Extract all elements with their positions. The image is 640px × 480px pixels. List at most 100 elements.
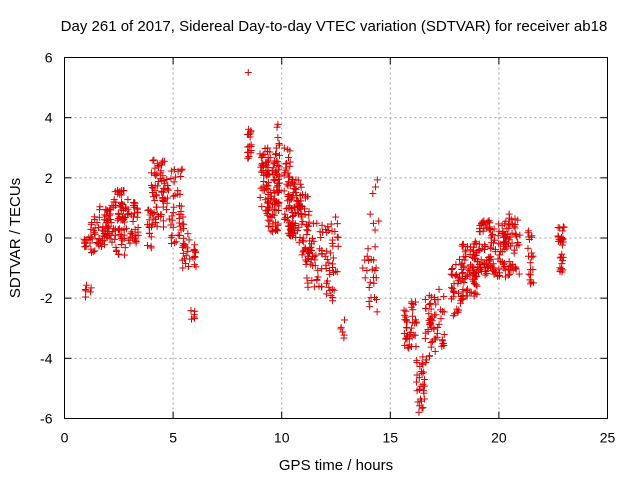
data-point: [460, 253, 468, 261]
data-point: [189, 254, 197, 262]
data-point: [372, 264, 380, 272]
data-point: [404, 343, 412, 351]
data-point: [91, 247, 99, 255]
data-point: [280, 187, 288, 195]
data-point: [475, 245, 483, 253]
data-point: [102, 223, 110, 231]
data-point: [507, 216, 515, 224]
data-point: [473, 290, 481, 298]
data-point: [524, 244, 532, 252]
data-point: [405, 344, 413, 352]
data-point: [495, 251, 503, 259]
data-point: [192, 263, 200, 271]
data-point: [480, 217, 488, 225]
data-point: [149, 193, 157, 201]
data-point: [121, 244, 129, 252]
data-point: [260, 178, 268, 186]
data-point: [177, 166, 185, 174]
data-point: [448, 266, 456, 274]
data-point: [526, 259, 534, 267]
data-point: [268, 210, 276, 218]
data-point: [558, 236, 566, 244]
data-points: [80, 69, 568, 416]
data-point: [112, 246, 120, 254]
data-point: [477, 264, 485, 272]
data-point: [103, 224, 111, 232]
data-point: [402, 307, 410, 315]
data-point: [413, 356, 421, 364]
data-point: [448, 271, 456, 279]
data-point: [453, 273, 461, 281]
data-point: [301, 205, 309, 213]
data-point: [556, 224, 564, 232]
data-point: [117, 241, 125, 249]
data-point: [148, 220, 156, 228]
data-point: [289, 176, 297, 184]
data-point: [503, 244, 511, 252]
data-point: [299, 218, 307, 226]
data-point: [363, 267, 371, 275]
data-point: [455, 277, 463, 285]
data-point: [104, 217, 112, 225]
data-point: [177, 207, 185, 215]
data-point: [466, 250, 474, 258]
data-point: [274, 188, 282, 196]
data-point: [318, 221, 326, 229]
data-point: [258, 152, 266, 160]
data-point: [434, 323, 442, 331]
data-point: [178, 243, 186, 251]
data-point: [325, 283, 333, 291]
data-point: [409, 312, 417, 320]
data-point: [474, 258, 482, 266]
data-point: [185, 236, 193, 244]
data-point: [305, 207, 313, 215]
data-point: [96, 203, 104, 211]
data-point: [432, 300, 440, 308]
data-point: [365, 284, 373, 292]
data-point: [448, 264, 456, 272]
y-tick-label: 4: [45, 110, 53, 126]
data-point: [167, 239, 175, 247]
data-point: [515, 270, 523, 278]
data-point: [407, 324, 415, 332]
data-point: [118, 236, 126, 244]
data-point: [454, 308, 462, 316]
data-point: [150, 209, 158, 217]
data-point: [170, 166, 178, 174]
data-point: [470, 269, 478, 277]
data-point: [116, 202, 124, 210]
data-point: [559, 223, 567, 231]
data-point: [559, 227, 567, 235]
data-point: [264, 144, 272, 152]
data-point: [363, 252, 371, 260]
data-point: [317, 234, 325, 242]
data-point: [263, 181, 271, 189]
data-point: [322, 225, 330, 233]
data-point: [459, 292, 467, 300]
data-point: [400, 306, 408, 314]
data-point: [187, 307, 195, 315]
data-point: [269, 223, 277, 231]
data-point: [82, 287, 90, 295]
data-point: [431, 347, 439, 355]
data-point: [329, 254, 337, 262]
data-point: [121, 251, 129, 259]
x-tick-label: 10: [274, 430, 290, 446]
data-point: [409, 306, 417, 314]
data-point: [87, 233, 95, 241]
data-point: [152, 203, 160, 211]
data-point: [167, 175, 175, 183]
data-point: [117, 233, 125, 241]
data-point: [511, 264, 519, 272]
data-point: [117, 191, 125, 199]
data-point: [148, 210, 156, 218]
data-point: [282, 166, 290, 174]
data-point: [525, 233, 533, 241]
data-point: [417, 368, 425, 376]
data-point: [265, 222, 273, 230]
data-point: [103, 206, 111, 214]
data-point: [325, 226, 333, 234]
data-point: [486, 263, 494, 271]
x-tick-label: 25: [600, 430, 616, 446]
data-point: [459, 240, 467, 248]
